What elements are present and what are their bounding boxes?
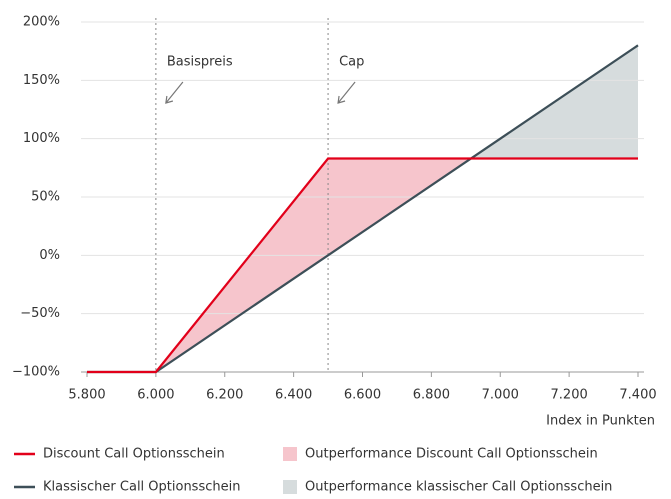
legend-label: Klassischer Call Optionsschein <box>43 480 240 495</box>
x-tick-label: 6.200 <box>206 388 243 403</box>
x-tick-label: 6.000 <box>137 388 174 403</box>
series-line <box>87 157 638 374</box>
x-tick-label: 5.800 <box>68 388 105 403</box>
x-tick-label: 6.800 <box>413 388 450 403</box>
y-tick-label: 100% <box>23 131 60 146</box>
y-tick-label: 0% <box>39 248 60 263</box>
y-tick-label: 150% <box>23 73 60 88</box>
x-tick-label: 6.400 <box>275 388 312 403</box>
annotation-arrow <box>337 81 356 104</box>
y-tick-label: −50% <box>20 306 60 321</box>
legend-swatch <box>283 447 297 461</box>
y-tick-label: 50% <box>31 190 60 205</box>
x-tick-label: 6.600 <box>344 388 381 403</box>
legend-label: Discount Call Optionsschein <box>43 447 225 462</box>
legend-swatch <box>283 480 297 494</box>
x-tick-label: 7.000 <box>482 388 519 403</box>
annotation-arrow <box>165 81 184 104</box>
legend-label: Outperformance Discount Call Optionssche… <box>305 447 598 462</box>
annotation-arrowhead <box>337 95 346 104</box>
annotation-label: Basispreis <box>167 55 233 70</box>
annotation-arrowhead <box>165 95 174 104</box>
legend-label: Outperformance klassischer Call Optionss… <box>305 480 612 495</box>
x-tick-label: 7.400 <box>619 388 656 403</box>
annotation-label: Cap <box>339 55 364 70</box>
x-axis-label: Index in Punkten <box>546 414 655 429</box>
y-tick-label: −100% <box>12 365 60 380</box>
y-tick-label: 200% <box>23 15 60 30</box>
x-tick-label: 7.200 <box>551 388 588 403</box>
